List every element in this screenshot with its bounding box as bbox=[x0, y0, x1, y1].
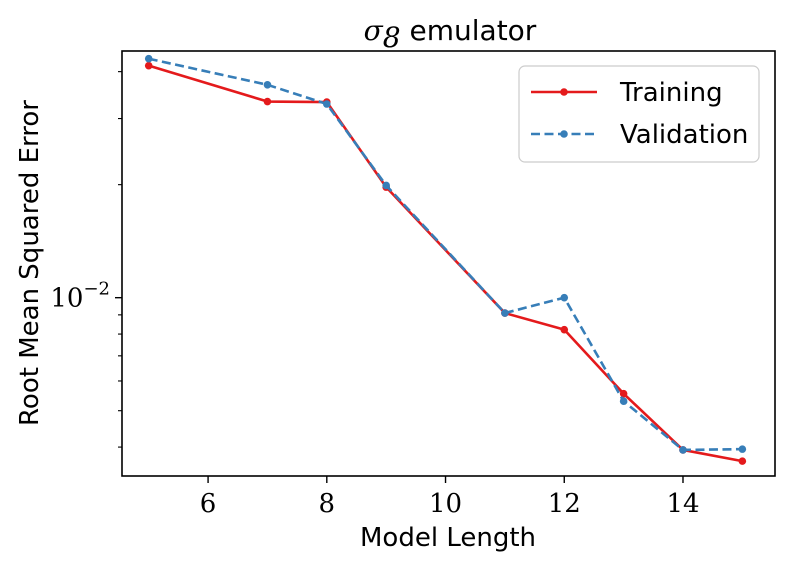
point-validation-3 bbox=[382, 181, 390, 190]
x-tick-label-8: 8 bbox=[319, 489, 336, 519]
point-training-6 bbox=[619, 389, 628, 398]
legend-box bbox=[518, 65, 760, 163]
y-axis-label: Root Mean Squared Error bbox=[15, 100, 45, 426]
point-validation-7 bbox=[679, 446, 687, 454]
point-training-8 bbox=[738, 457, 747, 465]
title-rest: emulator bbox=[401, 14, 537, 47]
point-validation-5 bbox=[560, 293, 569, 302]
x-tick-label-14: 14 bbox=[666, 489, 699, 519]
title-subscript: 8 bbox=[383, 21, 401, 54]
legend-label-validation: Validation bbox=[620, 120, 748, 150]
plot-frame bbox=[121, 50, 776, 477]
point-validation-4 bbox=[501, 309, 509, 317]
legend: Training Validation bbox=[518, 65, 760, 163]
legend-marker-validation bbox=[560, 130, 568, 138]
point-training-5 bbox=[560, 325, 569, 334]
point-validation-1 bbox=[263, 81, 272, 89]
x-axis-label: Model Length bbox=[360, 523, 536, 553]
x-axis-ticks: 6 8 10 12 14 bbox=[200, 476, 700, 519]
legend-marker-training bbox=[560, 88, 568, 96]
point-training-0 bbox=[144, 61, 153, 70]
point-validation-8 bbox=[738, 445, 747, 453]
series-layer bbox=[144, 54, 747, 465]
svg-text:σ8 emulator: σ8 emulator bbox=[364, 14, 537, 54]
x-tick-label-6: 6 bbox=[200, 489, 217, 519]
point-validation-6 bbox=[619, 397, 628, 406]
chart-title: σ8 emulator bbox=[364, 14, 537, 54]
x-tick-label-10: 10 bbox=[429, 489, 462, 519]
legend-label-training: Training bbox=[619, 78, 723, 108]
y-tick-label-major: 10−2 bbox=[50, 279, 110, 314]
y-axis-ticks: 10−2 bbox=[50, 71, 122, 448]
point-validation-0 bbox=[144, 54, 153, 63]
point-validation-2 bbox=[323, 100, 331, 108]
x-tick-label-12: 12 bbox=[548, 489, 581, 519]
legend-entries: Training Validation bbox=[531, 78, 748, 150]
title-symbol: σ bbox=[364, 14, 384, 47]
point-training-1 bbox=[263, 97, 272, 106]
